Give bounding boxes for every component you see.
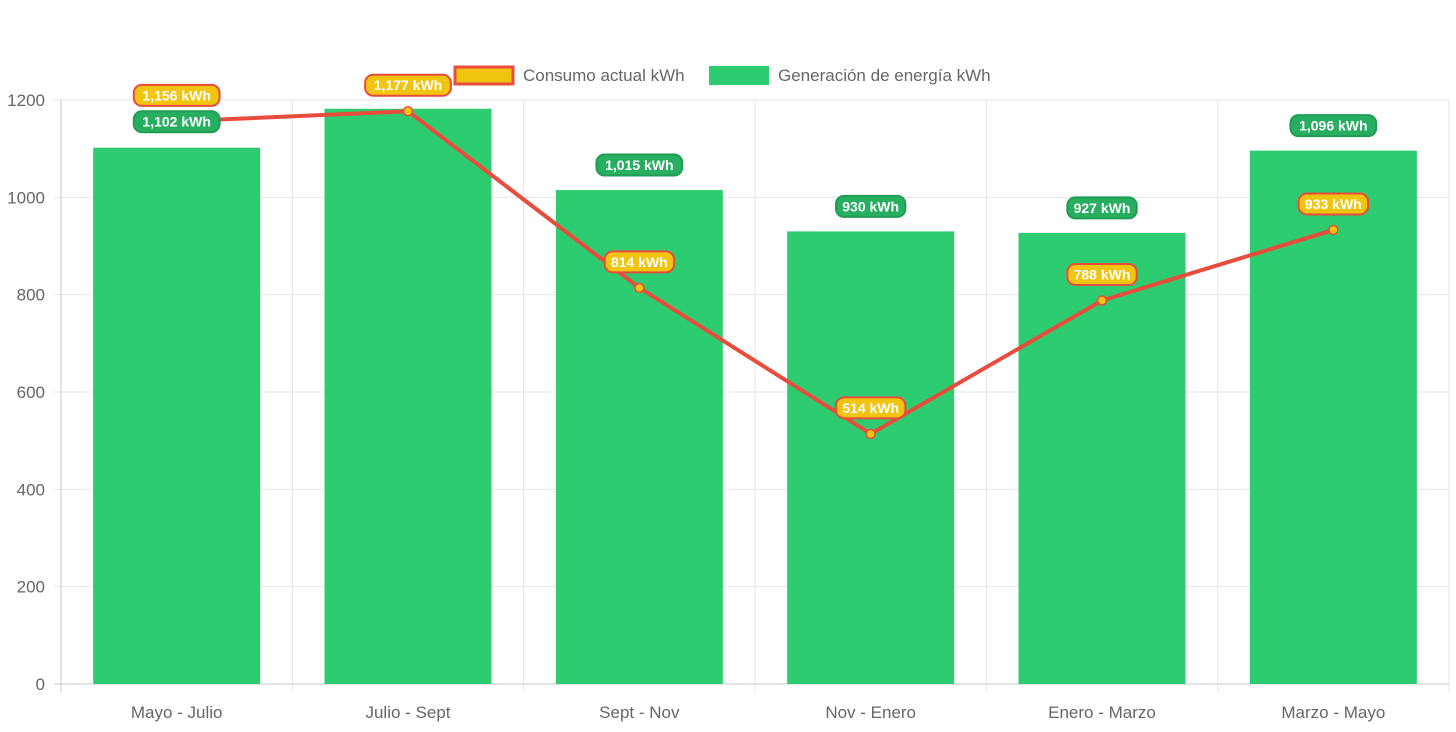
point-consumo bbox=[634, 282, 645, 294]
bars-layer bbox=[93, 108, 1417, 685]
legend: Consumo actual kWh Generación de energía … bbox=[453, 65, 991, 86]
bar-generacion bbox=[324, 108, 492, 684]
y-tick-label: 800 bbox=[17, 286, 45, 305]
y-tick-label: 0 bbox=[36, 675, 45, 694]
legend-swatch-generacion bbox=[709, 66, 769, 85]
bar-generacion bbox=[1018, 232, 1186, 685]
y-tick-label: 400 bbox=[17, 480, 45, 499]
data-label-generacion-text: 1,096 kWh bbox=[1299, 118, 1367, 134]
line-layer bbox=[171, 105, 1339, 440]
data-label-consumo: 1,156 kWh bbox=[132, 83, 221, 107]
data-label-generacion-text: 927 kWh bbox=[1074, 200, 1131, 216]
point-consumo bbox=[865, 428, 876, 440]
data-label-generacion: 1,102 kWh bbox=[132, 110, 221, 134]
data-label-generacion-text: 930 kWh bbox=[842, 198, 899, 214]
data-label-consumo-text: 933 kWh bbox=[1305, 196, 1362, 212]
data-label-consumo-text: 1,177 kWh bbox=[374, 77, 442, 93]
data-label-consumo-bg bbox=[1297, 192, 1370, 216]
line-consumo bbox=[176, 109, 1334, 436]
y-tick-label: 1200 bbox=[7, 91, 45, 110]
bar-generacion bbox=[1249, 150, 1417, 684]
data-label-consumo: 814 kWh bbox=[603, 250, 676, 274]
legend-swatch-consumo bbox=[453, 65, 515, 86]
data-label-generacion-bg bbox=[132, 110, 221, 134]
bar-generacion bbox=[93, 147, 261, 684]
data-label-consumo-text: 788 kWh bbox=[1074, 267, 1131, 283]
axis-layer: 0 200 400 600 800 1000 1200 Mayo - Julio Julio -… bbox=[7, 91, 1385, 722]
data-label-generacion: 1,096 kWh bbox=[1289, 114, 1378, 138]
data-labels-layer: 1,102 kWh 1,015 kWh 930 kWh 927 kWh 1,096 kW… bbox=[132, 73, 1378, 420]
x-tick-label: Marzo - Mayo bbox=[1281, 703, 1385, 722]
legend-item-consumo: Consumo actual kWh bbox=[453, 65, 685, 86]
data-label-consumo-bg bbox=[132, 83, 221, 107]
y-tick-label: 1000 bbox=[7, 188, 45, 207]
y-tick-label: 200 bbox=[17, 578, 45, 597]
data-label-consumo-text: 1,156 kWh bbox=[142, 87, 210, 103]
data-label-consumo: 788 kWh bbox=[1066, 263, 1138, 287]
grid-layer bbox=[54, 99, 1450, 692]
bar-generacion bbox=[787, 231, 955, 684]
data-label-generacion: 927 kWh bbox=[1066, 196, 1138, 220]
legend-item-generacion: Generación de energía kWh bbox=[709, 66, 991, 85]
data-label-generacion: 930 kWh bbox=[834, 194, 907, 218]
x-tick-label: Mayo - Julio bbox=[131, 703, 223, 722]
x-tick-label: Nov - Enero bbox=[825, 703, 916, 722]
legend-label-consumo: Consumo actual kWh bbox=[523, 66, 685, 85]
data-label-consumo-text: 814 kWh bbox=[611, 254, 668, 270]
legend-label-generacion: Generación de energía kWh bbox=[778, 66, 991, 85]
x-tick-label: Julio - Sept bbox=[365, 703, 450, 722]
data-label-consumo-bg bbox=[1066, 263, 1138, 287]
data-label-consumo-bg bbox=[603, 250, 676, 274]
data-label-consumo-bg bbox=[834, 396, 907, 420]
data-label-generacion: 1,015 kWh bbox=[595, 153, 684, 177]
data-label-generacion-bg bbox=[834, 194, 907, 218]
point-consumo bbox=[402, 105, 414, 117]
data-label-generacion-bg bbox=[595, 153, 684, 177]
data-label-consumo-bg bbox=[364, 73, 452, 97]
point-consumo bbox=[1328, 224, 1339, 236]
x-tick-label: Enero - Marzo bbox=[1048, 703, 1156, 722]
data-label-consumo: 933 kWh bbox=[1297, 192, 1370, 216]
data-label-consumo-text: 514 kWh bbox=[842, 400, 899, 416]
data-label-generacion-text: 1,102 kWh bbox=[142, 114, 210, 130]
x-tick-label: Sept - Nov bbox=[599, 703, 680, 722]
data-label-consumo: 1,177 kWh bbox=[364, 73, 452, 97]
y-tick-label: 600 bbox=[17, 383, 45, 402]
data-label-generacion-bg bbox=[1289, 114, 1378, 138]
data-label-consumo: 514 kWh bbox=[834, 396, 907, 420]
data-label-generacion-bg bbox=[1066, 196, 1138, 220]
point-consumo bbox=[1096, 295, 1108, 306]
data-label-generacion-text: 1,015 kWh bbox=[605, 157, 673, 173]
